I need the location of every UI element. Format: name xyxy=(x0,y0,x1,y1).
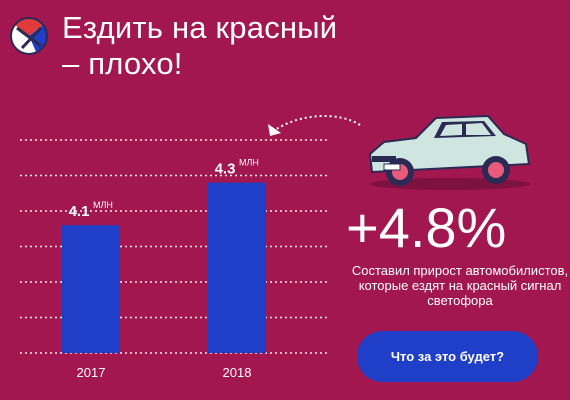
bar-2017 xyxy=(62,225,120,353)
bar-value-label: 4.3 xyxy=(215,161,236,178)
red-light-logo-icon xyxy=(10,17,48,55)
bar-value-unit: МЛН xyxy=(93,200,113,210)
bar-value-unit: МЛН xyxy=(239,158,259,168)
page-title: Ездить на красный – плохо! xyxy=(62,10,382,82)
dotted-arrow-icon xyxy=(271,115,361,133)
title-line-2: – плохо! xyxy=(62,46,183,81)
x-tick-label: 2018 xyxy=(223,365,252,380)
title-line-1: Ездить на красный xyxy=(62,10,338,45)
growth-description: Составил прирост автомобилистов, которые… xyxy=(351,263,569,308)
arrow-head-icon xyxy=(268,124,281,136)
car-illustration xyxy=(368,114,531,190)
what-happens-button[interactable]: Что за это будет? xyxy=(357,331,538,382)
growth-percent: +4.8% xyxy=(346,196,507,259)
bar-value-label: 4.1 xyxy=(69,203,90,220)
bar-2018 xyxy=(208,182,266,353)
x-tick-label: 2017 xyxy=(77,365,106,380)
